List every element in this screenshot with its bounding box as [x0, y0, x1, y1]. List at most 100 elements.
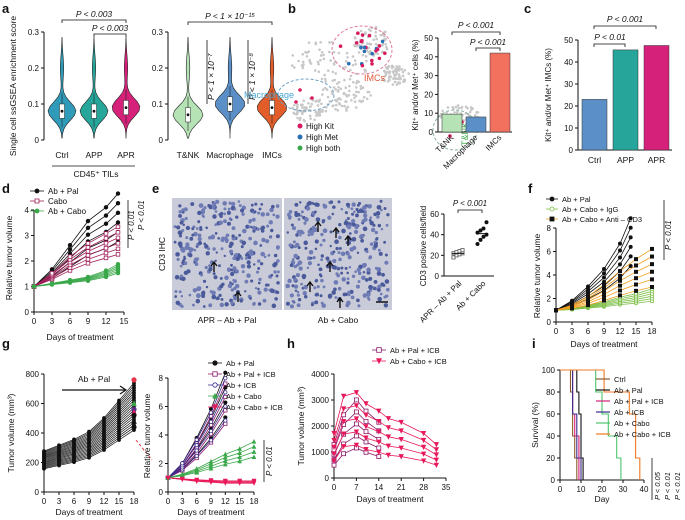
b-map-cell — [323, 86, 327, 90]
b-map-cell — [352, 93, 356, 97]
e-ihc-nucleus — [322, 204, 328, 209]
b-map-cell — [361, 53, 365, 57]
b-map-cell — [331, 92, 334, 96]
e-ihc-nucleus — [197, 233, 202, 238]
b-map-cell — [349, 74, 353, 78]
b-map-label-imcs: IMCs — [364, 73, 385, 83]
e-ihc-nucleus — [309, 256, 313, 260]
b-map-cell — [397, 67, 401, 71]
e-ihc-nucleus — [203, 206, 207, 210]
e-ihc-nucleus — [215, 251, 218, 254]
e-ihc-nucleus — [346, 216, 350, 220]
g-left-x-tick-label: 6 — [72, 497, 77, 506]
e-ihc-nucleus — [349, 247, 354, 252]
a-left-violin-apr — [111, 37, 141, 139]
e-ihc-nucleus — [383, 240, 387, 244]
h-y-tick-label: 1000 — [311, 448, 329, 457]
e-ihc-nucleus — [356, 210, 360, 214]
f-point — [586, 294, 591, 299]
e-ihc-nucleus — [386, 213, 390, 217]
e-ihc-nucleus — [231, 234, 235, 238]
d-point — [85, 232, 91, 237]
g-right-point — [223, 404, 228, 409]
e-ihc-nucleus — [302, 275, 306, 280]
d-legend-marker — [34, 198, 40, 204]
a-left-x-tick-label: Ctrl — [55, 150, 68, 160]
e-ihc-nucleus — [183, 207, 188, 212]
b-map-cell — [301, 66, 305, 70]
a-right-x-tick-label: Macrophage — [206, 150, 254, 160]
g-right-point — [208, 438, 214, 443]
d-x-tick-label: 12 — [102, 317, 111, 326]
h-point — [385, 452, 392, 459]
e-ihc-nucleus — [238, 233, 242, 237]
e-ihc-nucleus — [191, 227, 195, 231]
e-ihc-nucleus — [338, 235, 342, 240]
e-ihc-nucleus — [314, 239, 319, 244]
f-point — [650, 284, 655, 289]
d-point — [115, 210, 121, 216]
e-ihc-nucleus — [359, 233, 364, 239]
b-map-cell — [319, 40, 322, 44]
b-map-cell — [383, 30, 387, 34]
g-left-point — [57, 443, 61, 448]
e-ihc-nucleus — [248, 236, 252, 241]
i-legend-label: Ctrl — [614, 375, 626, 384]
e-ihc-nucleus — [349, 289, 354, 295]
b-map-label-tnk: T&NK — [460, 122, 470, 146]
e-ihc-nucleus — [257, 302, 262, 306]
e-ihc-nucleus — [375, 211, 381, 216]
b-map-cell — [367, 46, 371, 50]
d-series-line — [33, 193, 119, 287]
g-right-x-tick-label: 15 — [235, 497, 244, 506]
g-left-x-label: Days of treatment — [55, 507, 123, 517]
h-point — [433, 457, 440, 463]
e-ihc-nucleus — [291, 257, 295, 261]
e-ihc-nucleus — [302, 291, 307, 296]
g-left-point — [102, 416, 106, 420]
b-map-cell — [293, 66, 296, 69]
h-point — [376, 439, 382, 445]
e-ihc-nucleus — [217, 236, 221, 240]
b-map-cell — [334, 88, 338, 91]
e-ihc-nucleus — [244, 290, 247, 293]
e-ihc-nucleus — [287, 214, 292, 219]
c-bracket-2 — [593, 43, 626, 47]
b-map-cell — [391, 83, 395, 86]
b-map-cell — [291, 106, 295, 110]
e-ihc-nucleus — [373, 243, 378, 248]
g-left-x-tick-label: 18 — [130, 497, 139, 506]
e-ihc-nucleus — [272, 213, 276, 217]
g-right-legend-marker — [212, 371, 218, 377]
h-point — [340, 431, 347, 437]
e-ihc-nucleus — [369, 216, 372, 219]
e-ihc-nucleus — [303, 284, 308, 290]
b-map-cell — [310, 102, 314, 106]
e-ihc-nucleus — [310, 201, 314, 205]
a-right-pvalue: P < 1 × 10⁻¹⁵ — [205, 11, 255, 21]
b-legend-marker — [297, 145, 303, 151]
e-ihc-nucleus — [296, 290, 300, 294]
a-left-violin-app — [79, 37, 109, 139]
e-ihc-nucleus — [193, 248, 197, 252]
panel-label: f — [528, 181, 533, 196]
b-map-high-cell — [448, 134, 452, 138]
e-ihc-nucleus — [181, 208, 185, 212]
a-right-violin-imcs-median — [270, 106, 274, 109]
e-ihc-nucleus — [254, 202, 258, 206]
f-point — [628, 216, 633, 221]
e-dot-pvalue: P < 0.001 — [453, 199, 487, 208]
e-ihc-nucleus — [341, 277, 346, 282]
e-ihc-nucleus — [230, 271, 235, 277]
g-left-point — [42, 449, 46, 454]
e-ihc-nucleus — [276, 246, 280, 250]
b-map-cell — [337, 89, 340, 92]
e-ihc-nucleus — [267, 253, 271, 257]
a-left-y-tick-label: 0.3 — [28, 28, 40, 37]
d-point — [115, 261, 121, 267]
e-ihc-nucleus — [321, 303, 326, 308]
e-ihc-nucleus — [349, 232, 352, 235]
b-map-cell — [334, 107, 337, 111]
h-point — [353, 429, 360, 435]
e-ihc-nucleus — [304, 217, 309, 222]
